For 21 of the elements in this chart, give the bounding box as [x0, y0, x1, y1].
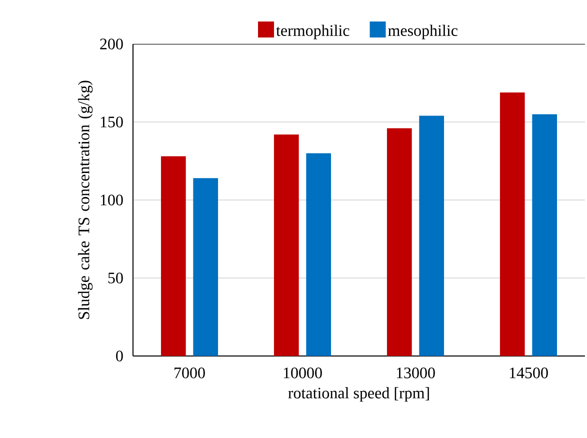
- y-tick-label: 200: [100, 38, 123, 50]
- bar: [500, 92, 525, 356]
- x-tick-label: 10000: [284, 368, 322, 378]
- x-axis-title: rotational speed [rpm]: [288, 387, 429, 402]
- bar: [160, 156, 186, 356]
- x-tick-label: 13000: [396, 368, 435, 378]
- y-tick-label: 100: [100, 194, 123, 206]
- bar: [532, 114, 558, 356]
- legend-label: termophilic: [276, 24, 350, 40]
- y-tick-label: 50: [108, 272, 123, 284]
- bar: [306, 153, 332, 356]
- bar: [274, 134, 299, 356]
- bar: [386, 128, 412, 356]
- x-tick-label: 7000: [174, 368, 205, 378]
- legend-label: mesophilic: [388, 24, 458, 40]
- y-tick-label: 150: [100, 116, 123, 128]
- bar: [193, 178, 218, 356]
- y-axis-title: Sludge cake TS concentration (g/kg): [78, 80, 93, 319]
- x-tick-label: 14500: [510, 368, 548, 378]
- bar: [419, 116, 444, 356]
- y-tick-label: 0: [116, 350, 123, 362]
